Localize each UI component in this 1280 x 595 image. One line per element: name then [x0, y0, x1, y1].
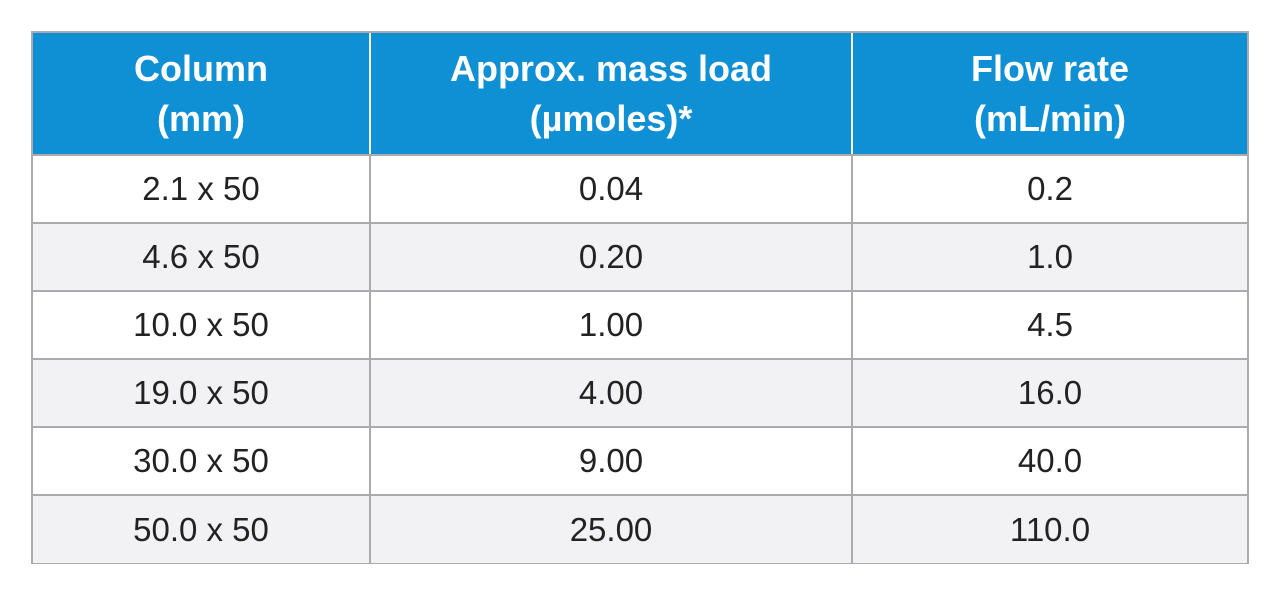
table-row: 10.0 x 50 1.00 4.5 [33, 290, 1247, 359]
table-row: 2.1 x 50 0.04 0.2 [33, 155, 1247, 223]
table-header-row: Column (mm) Approx. mass load (µmoles)* … [33, 33, 1247, 156]
cell-column: 2.1 x 50 [33, 155, 370, 223]
header-column: Column (mm) [33, 33, 370, 156]
header-mass-load: Approx. mass load (µmoles)* [369, 33, 852, 156]
header-flow-rate-line2: (mL/min) [974, 97, 1126, 139]
header-column-line1: Column [134, 47, 268, 89]
cell-column: 19.0 x 50 [33, 358, 370, 427]
cell-flow-rate: 1.0 [851, 222, 1247, 291]
cell-mass-load: 0.20 [369, 222, 852, 291]
header-flow-rate: Flow rate (mL/min) [851, 33, 1247, 156]
cell-mass-load: 9.00 [369, 426, 852, 495]
cell-flow-rate: 16.0 [851, 358, 1247, 427]
cell-flow-rate: 40.0 [851, 426, 1247, 495]
header-mass-load-line2: (µmoles)* [529, 97, 693, 139]
cell-mass-load: 25.00 [369, 494, 852, 563]
cell-column: 50.0 x 50 [33, 494, 370, 563]
table-row: 4.6 x 50 0.20 1.0 [33, 222, 1247, 291]
header-flow-rate-line1: Flow rate [970, 47, 1130, 89]
cell-mass-load: 1.00 [369, 290, 852, 359]
cell-flow-rate: 0.2 [851, 155, 1247, 223]
table-row: 50.0 x 50 25.00 110.0 [33, 494, 1247, 563]
header-column-line2: (mm) [157, 97, 245, 139]
cell-flow-rate: 4.5 [851, 290, 1247, 359]
cell-mass-load: 0.04 [369, 155, 852, 223]
column-load-table: Column (mm) Approx. mass load (µmoles)* … [33, 33, 1247, 563]
cell-column: 4.6 x 50 [33, 222, 370, 291]
table-row: 19.0 x 50 4.00 16.0 [33, 358, 1247, 427]
cell-flow-rate: 110.0 [851, 494, 1247, 563]
table-row: 30.0 x 50 9.00 40.0 [33, 426, 1247, 495]
column-load-table-container: Column (mm) Approx. mass load (µmoles)* … [31, 31, 1249, 564]
cell-mass-load: 4.00 [369, 358, 852, 427]
cell-column: 10.0 x 50 [33, 290, 370, 359]
header-mass-load-line1: Approx. mass load [449, 47, 773, 89]
cell-column: 30.0 x 50 [33, 426, 370, 495]
